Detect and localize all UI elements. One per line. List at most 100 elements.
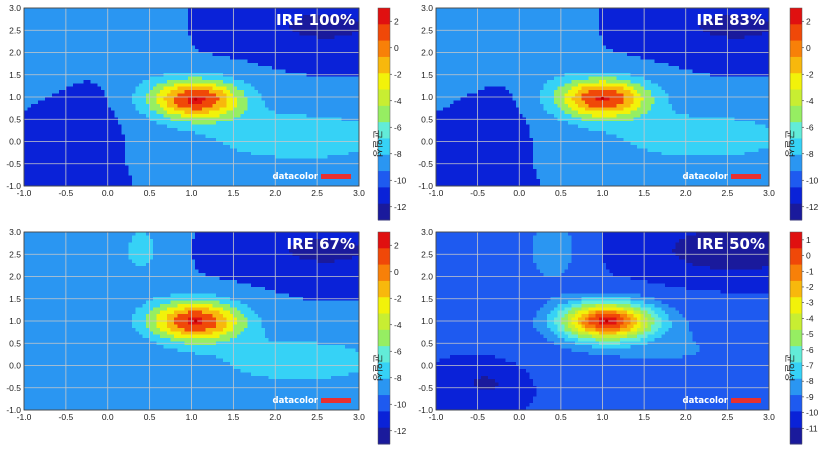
contour-cell: [271, 59, 276, 64]
contour-cell: [271, 90, 276, 95]
contour-cell: [27, 55, 32, 60]
contour-cell: [303, 69, 308, 74]
contour-cell: [348, 83, 353, 88]
contour-cell: [97, 66, 102, 71]
contour-cell: [261, 155, 266, 160]
contour-cell: [240, 31, 245, 36]
contour-cell: [167, 21, 172, 26]
contour-cell: [306, 100, 311, 105]
contour-cell: [261, 168, 266, 173]
contour-cell: [331, 131, 336, 136]
contour-cell: [317, 42, 322, 47]
contour-cell: [229, 131, 234, 136]
contour-cell: [69, 107, 74, 112]
contour-cell: [219, 8, 224, 13]
contour-cell: [160, 172, 165, 177]
contour-cell: [338, 120, 343, 125]
contour-cell: [191, 62, 196, 67]
contour-cell: [174, 138, 179, 143]
contour-cell: [285, 83, 290, 88]
contour-cell: [243, 110, 248, 115]
contour-cell: [268, 110, 273, 115]
contour-cell: [282, 52, 287, 57]
contour-cell: [135, 124, 140, 129]
contour-cell: [313, 8, 318, 13]
contour-cell: [233, 165, 238, 170]
contour-cell: [257, 127, 262, 132]
contour-cell: [156, 97, 161, 102]
contour-cell: [111, 66, 116, 71]
contour-cell: [62, 49, 67, 54]
contour-cell: [292, 107, 297, 112]
contour-cell: [303, 158, 308, 163]
contour-cell: [303, 110, 308, 115]
contour-cell: [34, 165, 39, 170]
contour-cell: [264, 59, 269, 64]
contour-cell: [345, 144, 350, 149]
contour-cell: [352, 21, 357, 26]
contour-cell: [153, 151, 158, 156]
contour-cell: [208, 42, 214, 47]
contour-cell: [208, 124, 214, 129]
contour-cell: [324, 35, 329, 40]
contour-cell: [250, 127, 255, 132]
contour-cell: [153, 49, 158, 54]
contour-cell: [156, 14, 161, 19]
contour-cell: [97, 18, 102, 23]
contour-cell: [205, 79, 210, 84]
contour-cell: [334, 83, 339, 88]
contour-cell: [285, 59, 290, 64]
contour-cell: [278, 52, 283, 57]
contour-cell: [303, 76, 308, 81]
contour-cell: [320, 151, 325, 156]
contour-cell: [76, 124, 81, 129]
contour-cell: [236, 120, 241, 125]
contour-cell: [69, 21, 74, 26]
contour-cell: [345, 14, 350, 19]
contour-cell: [170, 114, 175, 119]
contour-cell: [128, 76, 133, 81]
contour-cell: [303, 8, 308, 13]
contour-cell: [184, 141, 189, 146]
contour-cell: [51, 42, 57, 47]
contour-cell: [306, 97, 311, 102]
contour-cell: [58, 62, 63, 67]
contour-cell: [83, 97, 88, 102]
contour-cell: [264, 144, 269, 149]
contour-cell: [153, 141, 158, 146]
contour-cell: [79, 144, 84, 149]
contour-cell: [104, 38, 109, 43]
contour-cell: [184, 114, 189, 119]
contour-cell: [355, 11, 360, 16]
contour-cell: [76, 86, 81, 91]
contour-cell: [282, 124, 287, 129]
contour-cell: [55, 148, 60, 153]
contour-cell: [107, 93, 112, 98]
contour-cell: [201, 120, 207, 125]
contour-cell: [30, 151, 36, 156]
contour-cell: [156, 49, 161, 54]
contour-cell: [24, 86, 29, 91]
contour-cell: [352, 168, 357, 173]
contour-cell: [226, 114, 231, 119]
contour-cell: [125, 165, 130, 170]
contour-cell: [348, 38, 353, 43]
contour-cell: [222, 100, 227, 105]
contour-cell: [69, 168, 74, 173]
contour-cell: [264, 86, 269, 91]
contour-cell: [299, 110, 304, 115]
contour-cell: [188, 120, 193, 125]
contour-cell: [118, 175, 123, 180]
contour-cell: [264, 66, 269, 71]
contour-cell: [146, 14, 151, 19]
contour-cell: [79, 155, 84, 160]
contour-cell: [118, 144, 123, 149]
contour-cell: [100, 62, 105, 67]
contour-cell: [93, 52, 98, 57]
contour-cell: [65, 42, 70, 47]
contour-cell: [51, 120, 57, 125]
contour-cell: [254, 8, 259, 13]
contour-cell: [79, 131, 84, 136]
contour-cell: [69, 45, 74, 50]
contour-cell: [128, 172, 133, 177]
